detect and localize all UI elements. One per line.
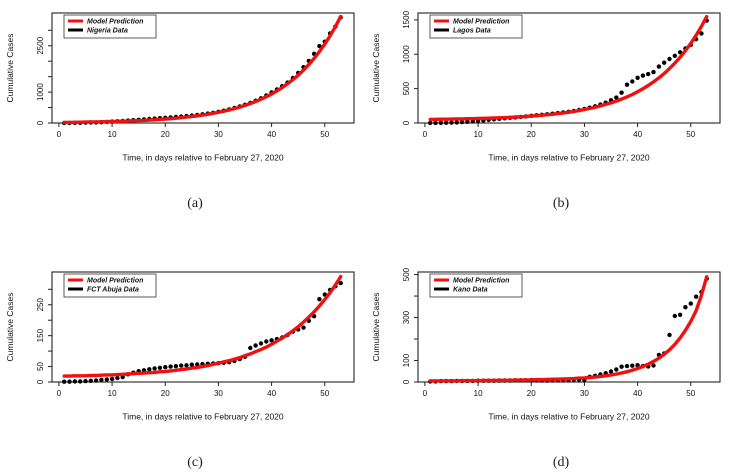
- y-axis-title: Cumulative Cases: [5, 34, 15, 103]
- model-prediction-line: [62, 14, 343, 125]
- y-tick-label: 0: [36, 120, 45, 125]
- y-tick-label: 250: [36, 298, 45, 312]
- legend-label: Model Prediction: [453, 278, 509, 285]
- x-tick-label: 50: [686, 130, 695, 139]
- x-tick-label: 40: [633, 130, 642, 139]
- chart-lagos: 0 10 20 30 40 50 0 500 1000 1500 Cumulative Cases T…: [366, 0, 732, 176]
- y-tick-label: 1500: [402, 10, 411, 28]
- chart-nigeria: 0 10 20 30 40 50 0 1000 2500 Cumulative Cases Time…: [0, 0, 366, 176]
- y-tick-label: 0: [402, 379, 411, 384]
- panel-c: 0 10 20 30 40 50 0 50 150 250 Cumulative Cases Time…: [0, 236, 366, 473]
- model-prediction-line: [428, 275, 709, 383]
- x-axis: 0 10 20 30 40 50: [423, 123, 696, 139]
- x-axis: 0 10 20 30 40 50: [57, 123, 330, 139]
- legend-label: Model Prediction: [453, 19, 509, 26]
- legend-box: [429, 273, 523, 298]
- y-tick-label: 2500: [36, 36, 45, 54]
- legend-box: [63, 14, 157, 39]
- x-tick-label: 0: [423, 130, 428, 139]
- legend-label: Lagos Data: [453, 28, 491, 35]
- legend: Model Prediction Lagos Data: [429, 14, 523, 39]
- y-axis: 0 1000 2500: [36, 29, 52, 125]
- x-tick-label: 0: [423, 389, 428, 398]
- y-tick-label: 50: [36, 362, 45, 371]
- y-tick-label: 0: [402, 120, 411, 125]
- panel-caption-a: (a): [187, 196, 203, 211]
- chart-svg: 0 10 20 30 40 50 0 50 150 250 Cumulative Cases Time…: [5, 271, 355, 422]
- legend-label: FCT Abuja Data: [87, 287, 139, 294]
- plot-box: [417, 12, 721, 124]
- x-axis: 0 10 20 30 40 50: [423, 382, 696, 398]
- legend: Model Prediction FCT Abuja Data: [63, 273, 157, 298]
- plot-box: [51, 12, 355, 124]
- panel-caption-c: (c): [187, 455, 203, 470]
- x-tick-label: 50: [320, 130, 329, 139]
- model-prediction-line: [428, 14, 709, 122]
- chart-kano: 0 10 20 30 40 50 0 100 300 500 Cumulative Cases Tim…: [366, 259, 732, 435]
- y-axis-title: Cumulative Cases: [5, 293, 15, 362]
- x-tick-label: 20: [161, 130, 170, 139]
- panel-d: 0 10 20 30 40 50 0 100 300 500 Cumulative Cases Tim…: [366, 236, 732, 473]
- y-tick-label: 150: [36, 328, 45, 342]
- y-tick-label: 1000: [36, 83, 45, 101]
- y-tick-label: 300: [402, 310, 411, 324]
- x-tick-label: 20: [527, 130, 536, 139]
- y-tick-label: 0: [36, 379, 45, 384]
- x-tick-label: 40: [633, 389, 642, 398]
- x-tick-label: 10: [108, 389, 117, 398]
- x-tick-label: 30: [580, 389, 589, 398]
- y-axis: 0 500 1000 1500: [402, 10, 418, 125]
- x-tick-label: 0: [57, 130, 62, 139]
- legend-label: Nigeria Data: [87, 28, 128, 35]
- legend-label: Model Prediction: [87, 19, 143, 26]
- y-tick-label: 1000: [402, 45, 411, 63]
- panel-a: 0 10 20 30 40 50 0 1000 2500 Cumulative Cases Time…: [0, 0, 366, 236]
- x-tick-label: 30: [214, 389, 223, 398]
- x-tick-label: 20: [161, 389, 170, 398]
- panel-b: 0 10 20 30 40 50 0 500 1000 1500 Cumulative Cases T…: [366, 0, 732, 236]
- x-tick-label: 30: [214, 130, 223, 139]
- x-tick-label: 20: [527, 389, 536, 398]
- y-tick-label: 500: [402, 81, 411, 95]
- chart-svg: 0 10 20 30 40 50 0 1000 2500 Cumulative Cases Time…: [5, 12, 355, 163]
- x-tick-label: 40: [267, 130, 276, 139]
- x-tick-label: 50: [320, 389, 329, 398]
- y-axis-title: Cumulative Cases: [371, 34, 381, 103]
- y-tick-label: 100: [402, 353, 411, 367]
- chart-fct-abuja: 0 10 20 30 40 50 0 50 150 250 Cumulative Cases Time…: [0, 259, 366, 435]
- x-tick-label: 30: [580, 130, 589, 139]
- panel-caption-d: (d): [552, 455, 570, 470]
- y-axis-title: Cumulative Cases: [371, 293, 381, 362]
- x-tick-label: 0: [57, 389, 62, 398]
- legend: Model Prediction Kano Data: [429, 273, 523, 298]
- x-tick-label: 10: [474, 130, 483, 139]
- x-tick-label: 10: [474, 389, 483, 398]
- legend-box: [429, 14, 523, 39]
- x-axis: 0 10 20 30 40 50: [57, 382, 330, 398]
- panel-caption-b: (b): [552, 196, 570, 211]
- y-axis: 0 100 300 500: [402, 267, 418, 384]
- x-axis-title: Time, in days relative to February 27, 2…: [488, 153, 650, 163]
- x-axis-title: Time, in days relative to February 27, 2…: [488, 412, 650, 422]
- y-axis: 0 50 150 250: [36, 288, 52, 384]
- legend-label: Model Prediction: [87, 278, 143, 285]
- legend-box: [63, 273, 157, 298]
- plot-box: [51, 271, 355, 383]
- x-axis-title: Time, in days relative to February 27, 2…: [122, 153, 284, 163]
- x-tick-label: 50: [686, 389, 695, 398]
- x-tick-label: 40: [267, 389, 276, 398]
- model-prediction-line: [62, 274, 343, 378]
- y-tick-label: 500: [402, 267, 411, 281]
- legend: Model Prediction Nigeria Data: [63, 14, 157, 39]
- legend-label: Kano Data: [453, 287, 488, 294]
- x-tick-label: 10: [108, 130, 117, 139]
- x-axis-title: Time, in days relative to February 27, 2…: [122, 412, 284, 422]
